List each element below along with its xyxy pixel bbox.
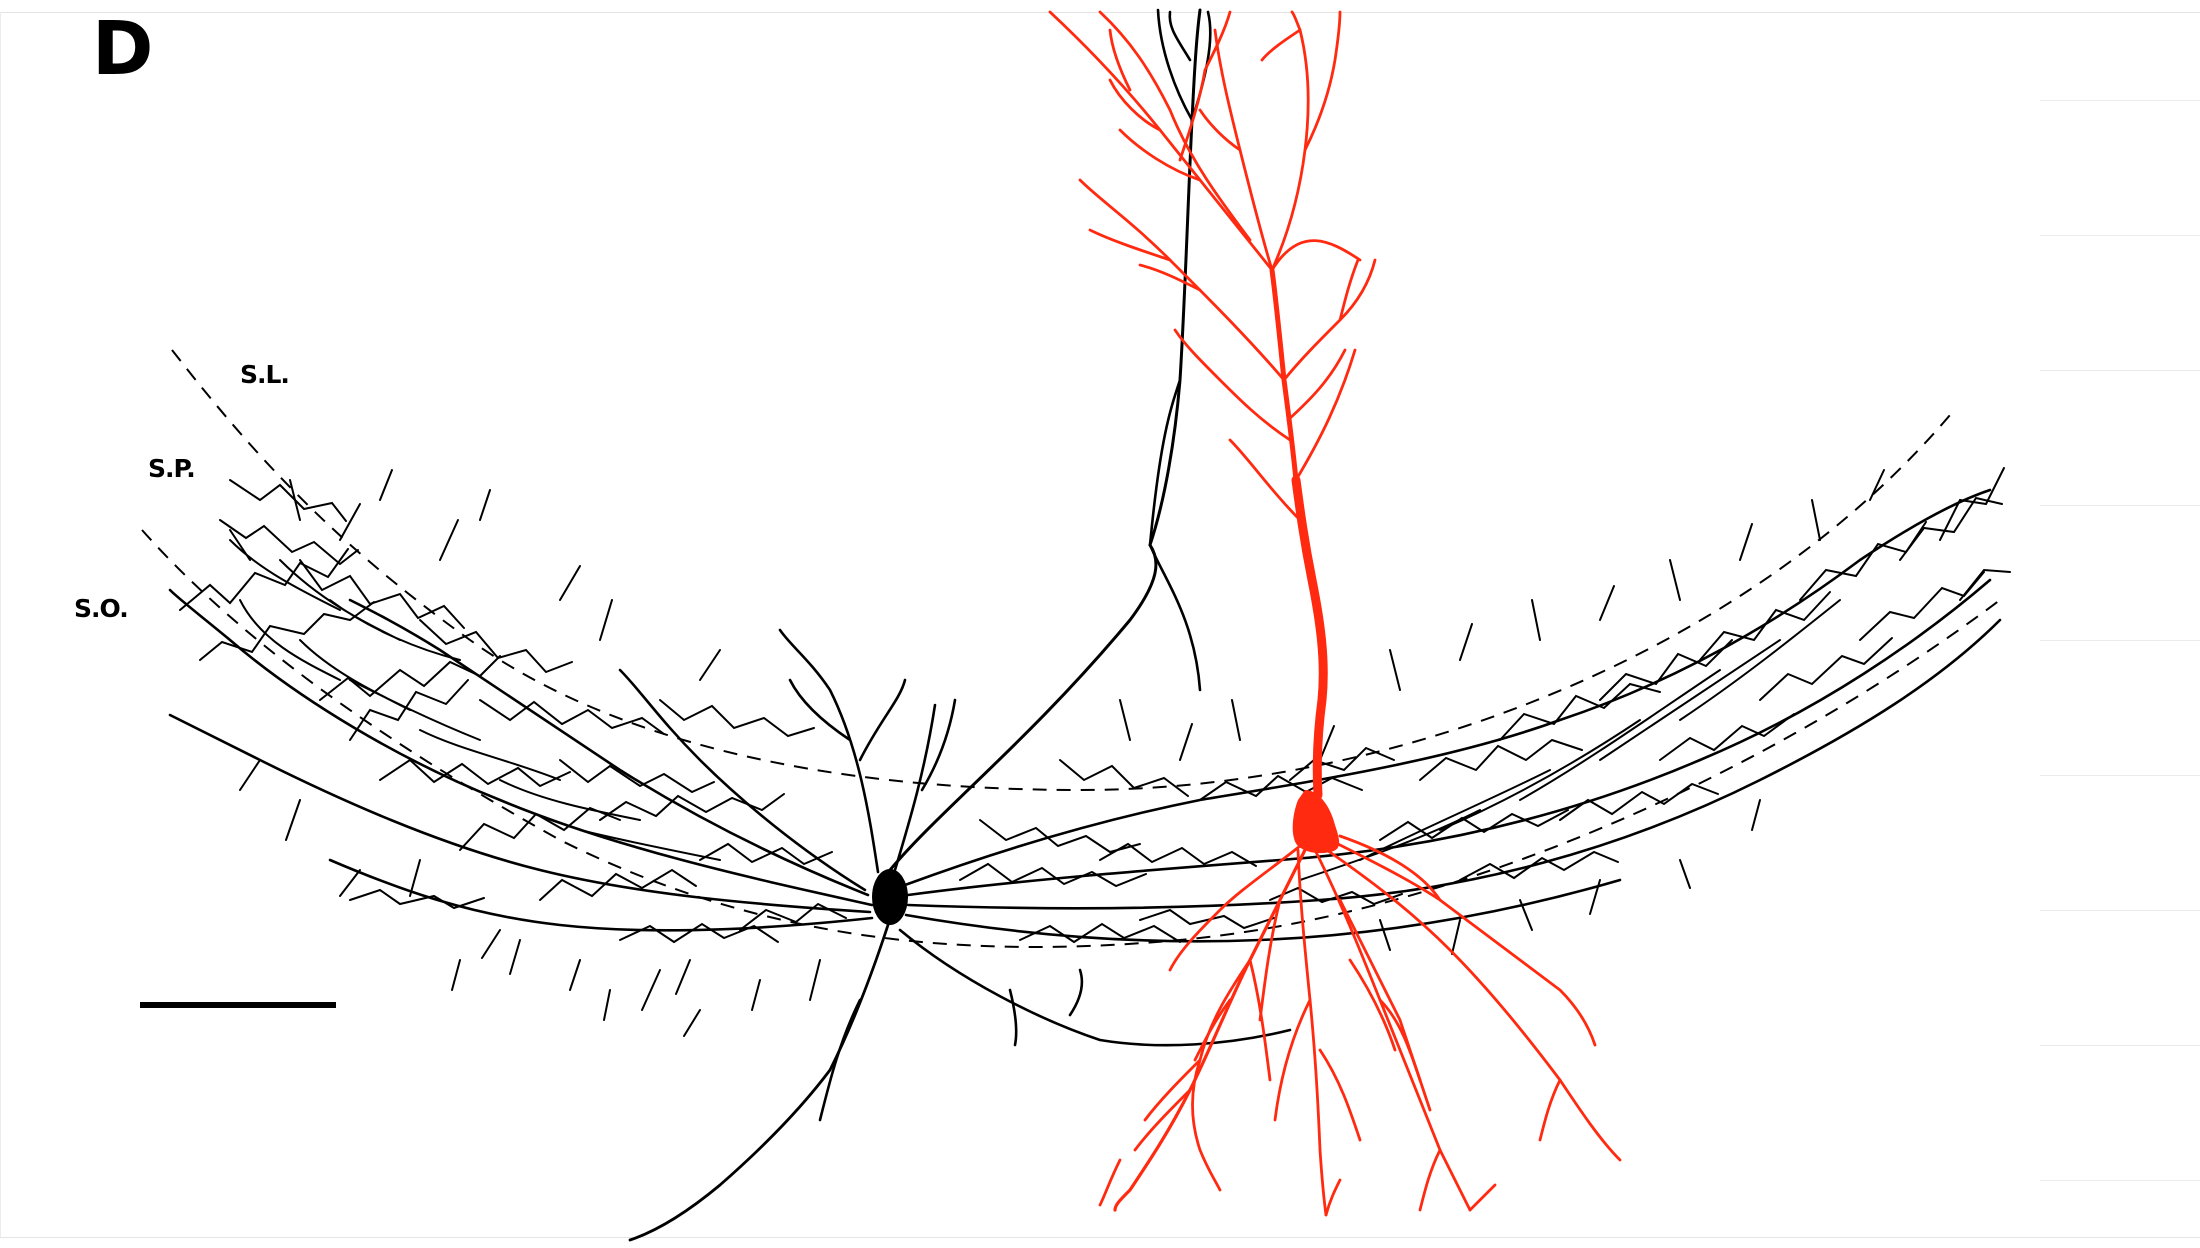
red-neuron-basal-dendrite <box>1133 958 1272 1152</box>
right-margin-rule <box>2040 505 2200 506</box>
black-neuron-apical-branch <box>1148 378 1202 692</box>
sl-sp-boundary <box>171 349 1951 792</box>
scale-bar <box>140 1002 336 1008</box>
black-neuron-soma <box>872 869 908 925</box>
right-margin-rule <box>2040 775 2200 776</box>
black-neuron-basal-left <box>348 598 870 897</box>
right-margin-rule <box>2040 235 2200 236</box>
black-neuron-basal-left <box>618 668 867 892</box>
black-neuron-axon <box>1008 968 1084 1047</box>
black-plexus-right <box>959 467 2011 955</box>
right-margin-rule <box>2040 100 2200 101</box>
right-margin-rule <box>2040 640 2200 641</box>
black-neuron-axon <box>628 923 890 1242</box>
layer-label-sl: S.L. <box>240 360 290 389</box>
sp-so-boundary <box>141 529 2001 948</box>
red-neuron-basal-dendrite <box>1273 998 1422 1142</box>
layer-label-so: S.O. <box>74 594 129 623</box>
red-neuron-basal-dendrite <box>1098 1158 1342 1217</box>
red-neuron-apical-branch <box>1173 328 1292 442</box>
panel-letter: D <box>92 6 154 92</box>
red-neuron-basal-dendrite <box>1338 834 1442 1112</box>
right-margin-rule <box>2040 370 2200 371</box>
black-plexus-left <box>179 469 847 1037</box>
red-neuron-apical-trunk <box>1269 267 1299 483</box>
black-neuron-basal-right <box>906 578 1992 897</box>
red-neuron-apical-branch <box>1303 10 1342 152</box>
red-neuron-basal-dendrite <box>1191 958 1252 1192</box>
red-neuron-basal-dendrite <box>1193 898 1397 1062</box>
red-neuron-apical-branch <box>1282 258 1377 382</box>
black-neuron-basal-right <box>906 618 2002 910</box>
red-neuron-apical-branch <box>1098 10 1252 242</box>
red-neuron-basal-dendrite <box>1314 850 1472 1212</box>
red-neuron-basal-dendrite <box>1168 844 1302 972</box>
red-neuron-soma <box>1292 790 1340 854</box>
red-neuron-apical-branch <box>1286 348 1357 482</box>
red-neuron-apical-branch <box>1198 108 1302 522</box>
red-neuron-basal-dendrite <box>1296 848 1328 1217</box>
black-neuron-dendrite <box>778 628 907 874</box>
black-neuron-basal-left <box>168 713 872 914</box>
red-neuron-basal-dendrite <box>1418 1078 1562 1212</box>
right-margin-rule <box>2040 1180 2200 1181</box>
right-margin-rule <box>2040 910 2200 911</box>
red-neuron-apical-branch <box>1270 10 1310 272</box>
black-neuron <box>168 8 2002 1242</box>
red-neuron <box>1048 10 1622 1217</box>
right-margin-rule <box>2040 1045 2200 1046</box>
red-neuron-apical-branch <box>1108 28 1162 132</box>
red-neuron-apical-branch <box>1260 28 1362 272</box>
black-neuron-apical-branch <box>888 8 1202 872</box>
red-neuron-apical-branch <box>1118 10 1232 182</box>
red-neuron-apical-trunk <box>1291 475 1328 800</box>
red-neuron-basal-dendrite <box>1322 846 1622 1162</box>
black-neuron-axon <box>818 928 1292 1122</box>
left-border <box>0 12 1 1237</box>
black-neuron-dendrite <box>893 698 957 872</box>
black-neuron-basal-left <box>168 588 874 907</box>
layer-label-sp: S.P. <box>148 454 196 483</box>
red-neuron-apical-branch <box>1088 228 1202 292</box>
red-neuron-basal-dendrite <box>1113 846 1308 1212</box>
red-neuron-basal-dendrite <box>1328 838 1597 1047</box>
bottom-border <box>0 1237 2200 1238</box>
black-neuron-basal-left <box>328 858 874 932</box>
